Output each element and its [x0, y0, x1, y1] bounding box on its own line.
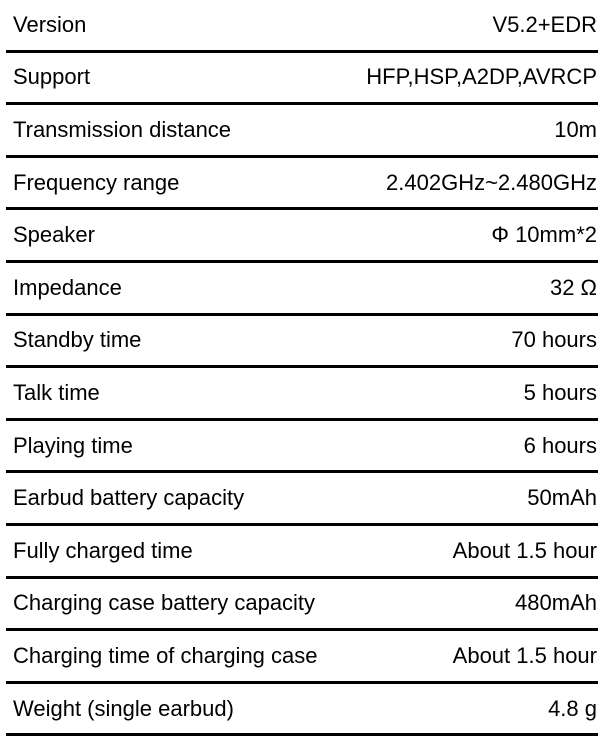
spec-label: Charging time of charging case: [13, 642, 318, 668]
spec-value: 70 hours: [511, 327, 597, 353]
spec-label: Frequency range: [13, 169, 180, 195]
table-row: Version V5.2+EDR: [6, 0, 598, 53]
table-row: Earbud battery capacity 50mAh: [6, 473, 598, 526]
spec-label: Version: [13, 11, 87, 37]
spec-value: V5.2+EDR: [492, 11, 597, 37]
spec-label: Playing time: [13, 432, 133, 458]
table-row: Frequency range 2.402GHz~2.480GHz: [6, 158, 598, 211]
spec-value: 50mAh: [527, 485, 597, 511]
table-row: Standby time 70 hours: [6, 316, 598, 369]
table-row: Fully charged time About 1.5 hour: [6, 526, 598, 579]
table-row: Impedance 32 Ω: [6, 263, 598, 316]
spec-label: Transmission distance: [13, 116, 232, 142]
spec-label: Talk time: [13, 379, 100, 405]
table-row: Playing time 6 hours: [6, 421, 598, 474]
spec-value: About 1.5 hour: [452, 642, 597, 668]
spec-value: 6 hours: [523, 432, 597, 458]
spec-label: Support: [13, 64, 91, 90]
table-row: Talk time 5 hours: [6, 368, 598, 421]
table-row: Charging time of charging case About 1.5…: [6, 631, 598, 684]
spec-value: About 1.5 hour: [452, 537, 597, 563]
spec-value: 2.402GHz~2.480GHz: [386, 169, 597, 195]
spec-value: 5 hours: [523, 379, 597, 405]
spec-value: 32 Ω: [549, 274, 597, 300]
spec-value: 4.8 g: [548, 695, 597, 721]
spec-value: HFP,HSP,A2DP,AVRCP: [366, 64, 597, 90]
table-row: Transmission distance 10m: [6, 105, 598, 158]
spec-label: Weight (single earbud): [13, 695, 234, 721]
spec-label: Fully charged time: [13, 537, 193, 563]
table-row: Support HFP,HSP,A2DP,AVRCP: [6, 53, 598, 106]
spec-value: 480mAh: [515, 590, 597, 616]
table-row: Speaker Φ 10mm*2: [6, 210, 598, 263]
spec-label: Impedance: [13, 274, 122, 300]
spec-label: Speaker: [13, 222, 95, 248]
table-row: Weight (single earbud) 4.8 g: [6, 684, 598, 737]
spec-value: 10m: [554, 116, 597, 142]
spec-value: Φ 10mm*2: [491, 222, 597, 248]
table-row: Charging case battery capacity 480mAh: [6, 579, 598, 632]
spec-label: Earbud battery capacity: [13, 485, 245, 511]
spec-label: Charging case battery capacity: [13, 590, 316, 616]
spec-label: Standby time: [13, 327, 142, 353]
